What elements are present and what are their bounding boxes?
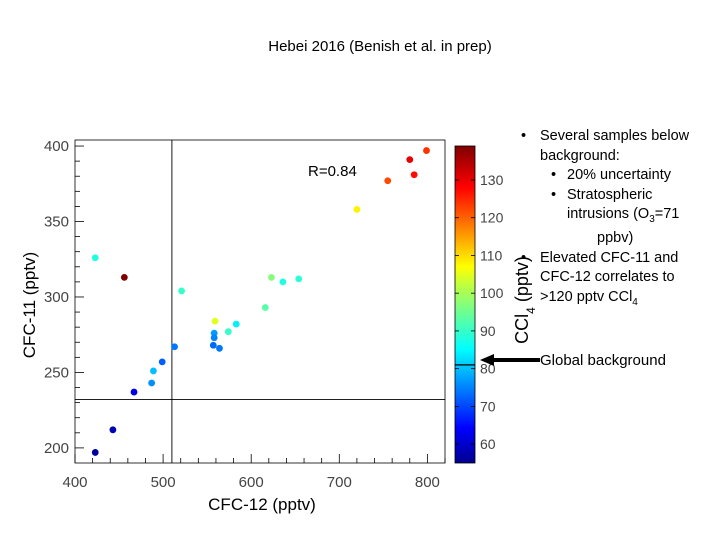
data-point — [130, 388, 138, 396]
data-point — [224, 328, 232, 336]
y-tick-label: 400 — [44, 138, 69, 155]
colorbar-tick-label: 110 — [480, 247, 503, 263]
colorbar-label-text: CCl — [512, 314, 532, 344]
colorbar-tick-label: 100 — [480, 285, 504, 301]
data-point — [423, 147, 430, 154]
data-point — [295, 275, 303, 283]
global-background-label: Global background — [540, 352, 666, 369]
subbullet-uncertainty: • 20% uncertainty — [515, 166, 720, 186]
note-line: ppbv) — [597, 230, 634, 247]
x-tick-label: 500 — [151, 474, 176, 491]
note-line: Stratospheric — [567, 186, 653, 203]
x-axis-label: CFC-12 (pptv) — [208, 495, 316, 514]
x-tick-label: 800 — [415, 474, 440, 491]
colorbar-tick-label: 120 — [480, 210, 504, 226]
x-tick-label: 400 — [62, 474, 87, 491]
data-point — [353, 206, 361, 213]
data-point — [91, 449, 99, 456]
bullet-below-background: • Several samples below background: — [515, 127, 720, 166]
data-point — [148, 379, 156, 387]
subbullet-stratospheric: • Stratospheric intrusions (O3=71 ppbv) — [515, 186, 720, 249]
colorbar-tick-label: 70 — [480, 398, 496, 414]
note-line: CFC-12 correlates to — [540, 269, 675, 286]
bullet-dot: • — [521, 249, 527, 266]
data-point — [211, 317, 219, 325]
data-point — [232, 320, 240, 328]
data-point — [150, 367, 157, 375]
data-point — [216, 344, 223, 352]
bullet-dot: • — [521, 128, 527, 144]
bullet-dot: • — [551, 186, 557, 203]
note-sub: 3 — [649, 213, 655, 225]
x-tick-label: 600 — [239, 474, 264, 491]
note-line: Several samples below — [540, 128, 690, 144]
bullet-dot: • — [551, 167, 557, 183]
note-line: Elevated CFC-11 and — [540, 249, 679, 266]
note-line: background: — [540, 147, 620, 164]
note-sub: 4 — [632, 296, 638, 308]
y-tick-label: 300 — [44, 289, 69, 306]
note-line: =71 — [654, 206, 680, 222]
correlation-annotation: R=0.84 — [308, 163, 357, 180]
data-point — [158, 358, 166, 366]
data-point — [91, 254, 99, 262]
colorbar-tick-label: 60 — [480, 436, 496, 452]
data-point — [109, 426, 117, 434]
colorbar-tick-label: 90 — [480, 323, 496, 339]
data-point — [268, 273, 275, 281]
y-tick-label: 200 — [44, 440, 69, 457]
note-line: 20% uncertainty — [567, 167, 671, 183]
data-point — [406, 156, 414, 164]
colorbar — [454, 145, 476, 464]
data-point — [171, 343, 178, 351]
global-background-arrow — [480, 354, 540, 366]
data-point — [178, 287, 185, 295]
data-point — [410, 171, 418, 179]
colorbar-tick-label: 130 — [480, 172, 504, 188]
note-line: >120 pptv CCl — [540, 288, 633, 305]
y-tick-label: 250 — [44, 364, 69, 381]
y-axis-label: CFC-11 (pptv) — [20, 252, 39, 358]
colorbar-label-unit: (pptv) — [512, 256, 532, 307]
notes-panel: • Several samples below background: • 20… — [515, 127, 720, 312]
data-point — [384, 177, 392, 185]
data-point — [120, 273, 128, 281]
data-point — [210, 334, 218, 342]
data-point — [261, 304, 269, 311]
bullet-elevated: • Elevated CFC-11 and CFC-12 correlates … — [515, 249, 720, 312]
data-point — [279, 278, 287, 286]
x-tick-label: 700 — [327, 474, 352, 491]
slide-title: Hebei 2016 (Benish et al. in prep) — [268, 38, 492, 55]
note-line: intrusions (O — [567, 206, 650, 222]
data-point — [209, 341, 217, 349]
y-tick-label: 350 — [44, 214, 69, 231]
colorbar-label: CCl4 (pptv) — [512, 256, 538, 344]
plot-frame — [74, 139, 446, 464]
colorbar-label-subscript: 4 — [524, 307, 538, 314]
